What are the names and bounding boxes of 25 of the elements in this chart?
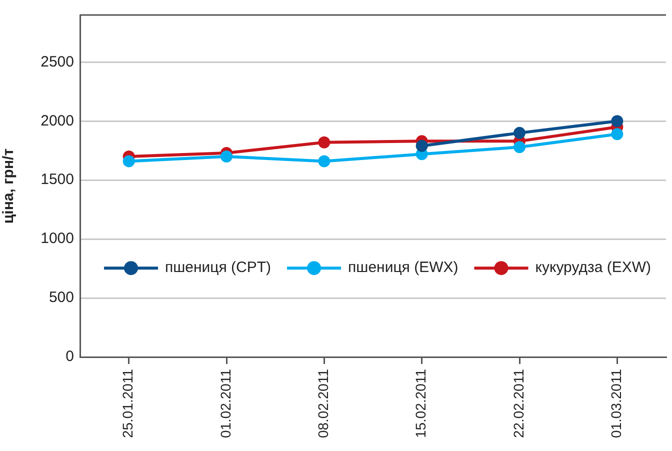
x-tick-label: 22.02.2011 [510, 368, 526, 438]
point [318, 136, 330, 148]
point [611, 115, 624, 128]
point [514, 141, 526, 154]
y-tick-label: 1000 [40, 230, 74, 248]
point [318, 155, 330, 168]
y-tick-label: 0 [66, 348, 74, 366]
y-axis-title: ціна, грн/т [0, 148, 18, 224]
y-tick-label: 1500 [40, 171, 74, 188]
x-tick-label: 08.02.2011 [315, 368, 332, 438]
x-tick-label: 25.01.2011 [120, 368, 136, 438]
y-tick-label: 2500 [40, 53, 74, 70]
point [220, 150, 232, 163]
legend-label: кукурудза (EXW) [535, 259, 652, 276]
y-tick-label: 2000 [40, 112, 74, 130]
point [514, 126, 526, 139]
x-tick-label: 15.02.2011 [412, 368, 429, 438]
x-tick-label: 01.03.2011 [608, 368, 624, 438]
x-tick-label: 01.02.2011 [217, 368, 234, 438]
y-tick-label: 500 [48, 289, 74, 306]
point [611, 128, 624, 140]
point [122, 155, 135, 168]
legend-label: пшениця (EWX) [348, 259, 458, 276]
legend-label: пшениця (CPT) [165, 259, 272, 276]
point [416, 140, 428, 152]
